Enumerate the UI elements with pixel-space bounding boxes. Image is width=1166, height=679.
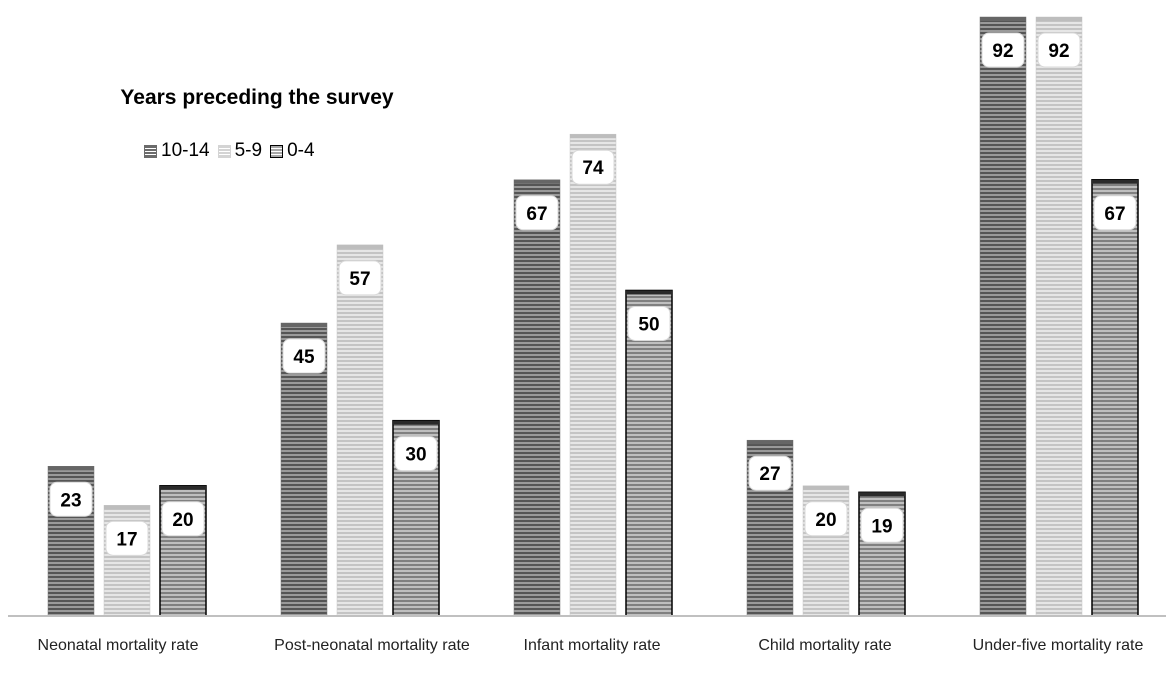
data-label-text: 92 — [1048, 41, 1069, 62]
bar-cap — [1036, 17, 1082, 21]
category-label-3: Child mortality rate — [758, 637, 892, 654]
bar-5-9-4 — [1035, 16, 1083, 617]
data-label-box — [804, 501, 848, 537]
category-label-4: Under-five mortality rate — [972, 637, 1144, 654]
bar-cap — [803, 485, 849, 490]
bar-cap — [337, 244, 383, 249]
bar — [1091, 179, 1139, 617]
data-label-text: 20 — [172, 510, 193, 531]
data-label-10-14-1: 45 — [282, 338, 326, 374]
bar — [513, 179, 561, 617]
data-label-text: 57 — [349, 269, 370, 290]
bar — [1035, 16, 1083, 617]
data-label-box — [394, 436, 438, 472]
bar-cap — [281, 323, 327, 328]
data-label-5-9-1: 57 — [338, 260, 382, 296]
data-label-0-4-3: 19 — [860, 507, 904, 543]
bar-cap — [104, 505, 150, 510]
legend-label: 0-4 — [287, 140, 315, 161]
data-label-10-14-2: 67 — [515, 195, 559, 231]
data-label-box — [515, 195, 559, 231]
data-label-box — [338, 260, 382, 296]
bar-0-4-4 — [1091, 179, 1139, 617]
data-label-box — [161, 501, 205, 537]
data-label-0-4-0: 20 — [161, 501, 205, 537]
legend-title: Years preceding the survey — [120, 86, 394, 109]
data-label-5-9-2: 74 — [571, 149, 615, 185]
data-label-box — [860, 507, 904, 543]
bar-cap — [393, 420, 439, 425]
data-label-text: 19 — [871, 516, 892, 537]
bar-cap — [747, 440, 793, 445]
legend-items: 10-14 5-9 0-4 — [112, 140, 402, 162]
bar-cap — [859, 492, 905, 497]
bar-5-9-1 — [336, 244, 384, 617]
data-label-text: 20 — [815, 510, 836, 531]
legend-label: 10-14 — [161, 140, 210, 161]
data-label-text: 23 — [60, 490, 81, 511]
legend-label: 5-9 — [234, 140, 263, 161]
legend-swatch — [270, 144, 284, 158]
bar-cap — [626, 290, 672, 295]
bar-5-9-2 — [569, 133, 617, 617]
data-label-0-4-2: 50 — [627, 305, 671, 341]
bar-cap — [514, 179, 560, 184]
bar-cap — [1092, 179, 1138, 184]
data-labels-layer: 23 45 67 27 92 17 57 74 20 92 20 30 50 19 67 — [49, 32, 1137, 556]
data-label-0-4-1: 30 — [394, 436, 438, 472]
bar-cap — [48, 466, 94, 471]
data-label-box — [571, 149, 615, 185]
data-label-text: 67 — [1104, 204, 1125, 225]
legend-swatch — [217, 144, 231, 158]
bar — [569, 133, 617, 617]
category-label-2: Infant mortality rate — [523, 637, 661, 654]
data-label-text: 67 — [526, 204, 547, 225]
category-label-0: Neonatal mortality rate — [37, 637, 199, 654]
data-label-text: 30 — [405, 445, 426, 466]
legend-swatch — [144, 144, 157, 158]
category-label-1: Post-neonatal mortality rate — [274, 637, 470, 654]
data-label-text: 17 — [116, 529, 137, 550]
legend-item-10-14: 10-14 — [144, 140, 210, 162]
bar-cap — [160, 485, 206, 490]
data-label-box — [981, 32, 1025, 68]
data-label-text: 27 — [759, 464, 780, 485]
data-label-10-14-3: 27 — [748, 455, 792, 491]
legend-item-5-9: 5-9 — [217, 140, 263, 162]
data-label-5-9-3: 20 — [804, 501, 848, 537]
data-label-box — [49, 481, 93, 517]
bar-10-14-2 — [513, 179, 561, 617]
bar-10-14-4 — [979, 16, 1027, 617]
data-label-5-9-0: 17 — [105, 520, 149, 556]
legend-item-0-4: 0-4 — [270, 140, 315, 162]
bar — [979, 16, 1027, 617]
data-label-0-4-4: 67 — [1093, 195, 1137, 231]
bar-cap — [570, 134, 616, 139]
data-label-5-9-4: 92 — [1037, 32, 1081, 68]
data-label-box — [105, 520, 149, 556]
data-label-text: 74 — [582, 158, 604, 179]
data-label-text: 50 — [638, 314, 659, 335]
data-label-box — [282, 338, 326, 374]
bar-cap — [980, 17, 1026, 21]
data-label-text: 92 — [992, 41, 1013, 62]
data-label-10-14-0: 23 — [49, 481, 93, 517]
data-label-box — [1037, 32, 1081, 68]
data-label-box — [627, 305, 671, 341]
data-label-text: 45 — [293, 347, 315, 368]
bar — [336, 244, 384, 617]
data-label-box — [1093, 195, 1137, 231]
legend: Years preceding the survey 10-14 5-9 0-4 — [112, 80, 402, 162]
data-label-10-14-4: 92 — [981, 32, 1025, 68]
data-label-box — [748, 455, 792, 491]
